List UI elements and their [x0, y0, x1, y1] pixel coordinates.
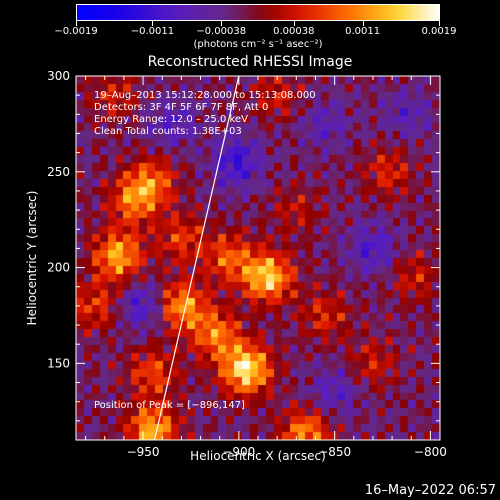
- x-tick-label: −800: [414, 445, 447, 459]
- annotation-line: Energy Range: 12.0 – 25.0 keV: [94, 114, 248, 125]
- colorbar-tick: [152, 21, 154, 26]
- colorbar-tick: [362, 21, 364, 26]
- x-tick-label: −900: [222, 445, 255, 459]
- colorbar-tick-label: 0.0019: [421, 26, 457, 37]
- colorbar: [76, 4, 440, 21]
- annotation-line: Clean Total counts: 1.38E+03: [94, 126, 242, 137]
- y-tick-label: 250: [47, 165, 70, 179]
- peak-position-label: Position of Peak = [−896,147]: [94, 400, 245, 411]
- colorbar-unit-label: (photons cm⁻² s⁻¹ asec⁻²): [193, 39, 323, 50]
- colorbar-tick-label: −0.0011: [130, 26, 175, 37]
- y-tick-label: 200: [47, 261, 70, 275]
- annotation-line: Detectors: 3F 4F 5F 6F 7F 8F, Att 0: [94, 102, 268, 113]
- x-axis-title: Heliocentric X (arcsec): [190, 449, 326, 463]
- colorbar-tick-label: −0.00038: [196, 26, 247, 37]
- chart-title: Reconstructed RHESSI Image: [147, 54, 353, 70]
- colorbar-tick: [76, 21, 77, 26]
- y-axis-title: Heliocentric Y (arcsec): [25, 191, 39, 326]
- x-tick-label: −950: [127, 445, 160, 459]
- y-tick-label: 300: [47, 69, 70, 83]
- colorbar-tick-label: 0.00038: [273, 26, 315, 37]
- y-tick-label: 150: [47, 356, 70, 370]
- colorbar-tick: [439, 21, 440, 26]
- x-tick-label: −850: [318, 445, 351, 459]
- heatmap: [76, 76, 440, 440]
- colorbar-tick: [293, 21, 295, 26]
- annotation-line: 19–Aug–2013 15:12:28.000 to 15:13:08.000: [94, 90, 316, 101]
- timestamp: 16–May–2022 06:57: [364, 483, 496, 498]
- colorbar-tick: [221, 21, 223, 26]
- limb-line: [153, 75, 240, 441]
- colorbar-tick-label: 0.0011: [345, 26, 381, 37]
- colorbar-tick-label: −0.0019: [54, 26, 98, 37]
